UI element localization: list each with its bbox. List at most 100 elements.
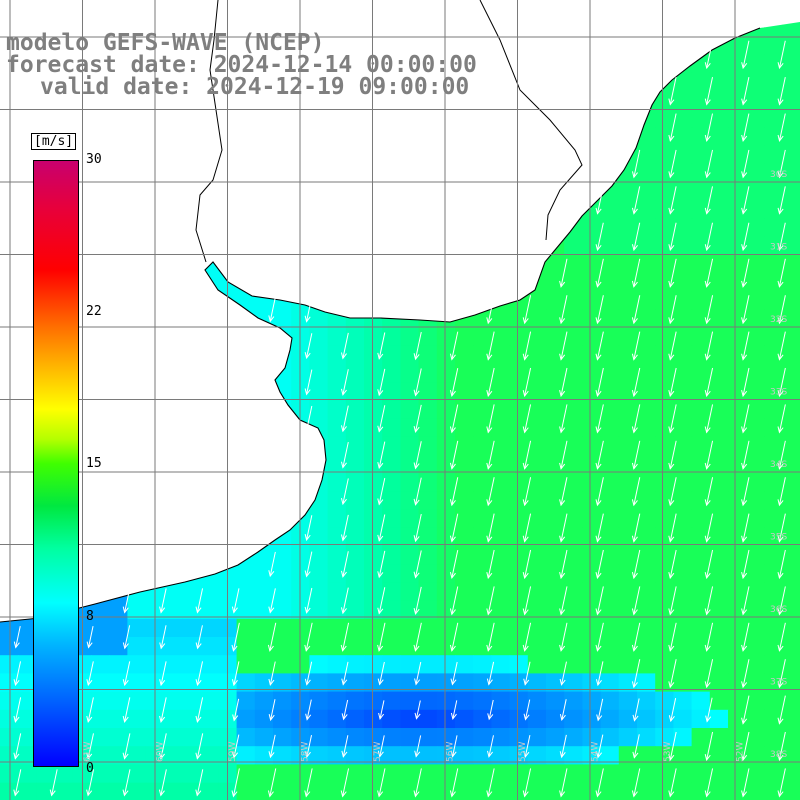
speed-cell (473, 691, 492, 711)
speed-cell (345, 455, 365, 474)
speed-cell (127, 473, 147, 492)
speed-cell (200, 546, 219, 565)
speed-cell (491, 564, 511, 583)
wind-arrow (449, 549, 459, 580)
speed-cell (236, 200, 256, 219)
speed-cell (382, 582, 401, 602)
speed-cell (364, 182, 383, 201)
wind-arrow (522, 404, 532, 434)
wind-arrow (595, 367, 604, 398)
speed-cell (509, 691, 529, 711)
speed-cell (345, 473, 365, 492)
speed-cell (764, 546, 784, 565)
speed-cell (618, 236, 638, 256)
speed-cell (527, 291, 547, 310)
speed-cell (91, 527, 110, 547)
speed-cell (291, 546, 310, 565)
speed-cell (291, 364, 310, 383)
wind-arrow (267, 768, 277, 798)
speed-cell (364, 546, 383, 565)
wind-arrow (449, 331, 459, 361)
speed-cell (655, 546, 674, 565)
speed-cell (673, 382, 693, 401)
speed-cell (455, 637, 474, 656)
speed-cell (291, 600, 310, 620)
speed-cell (728, 546, 747, 565)
speed-cell (728, 746, 747, 765)
speed-cell (673, 564, 693, 583)
speed-cell (509, 182, 529, 201)
speed-cell (564, 455, 583, 474)
speed-cell (655, 273, 674, 292)
speed-cell (327, 291, 347, 310)
speed-cell (291, 400, 310, 420)
speed-cell (18, 0, 37, 19)
speed-cell (400, 218, 420, 238)
speed-cell (364, 309, 383, 329)
speed-cell (746, 600, 765, 620)
speed-cell (309, 0, 328, 19)
colorbar (33, 160, 79, 767)
wind-arrow (413, 513, 422, 543)
speed-cell (182, 236, 201, 256)
speed-cell (473, 0, 492, 19)
speed-cell (509, 655, 529, 674)
speed-cell (673, 54, 693, 74)
speed-cell (637, 0, 656, 19)
speed-cell (746, 691, 765, 711)
speed-cell (691, 254, 711, 274)
speed-cell (236, 327, 256, 347)
speed-cell (382, 22, 401, 37)
speed-cell (655, 728, 674, 747)
speed-cell (728, 709, 747, 729)
speed-cell (327, 109, 347, 128)
speed-cell (163, 382, 183, 401)
speed-cell (382, 564, 401, 583)
speed-cell (455, 436, 474, 456)
speed-cell (691, 546, 711, 565)
speed-cell (782, 145, 800, 165)
speed-cell (291, 618, 310, 638)
speed-cell (527, 764, 547, 784)
speed-cell (709, 455, 729, 474)
speed-cell (637, 436, 656, 456)
speed-cell (254, 564, 274, 583)
speed-cell (582, 163, 602, 183)
speed-cell (291, 254, 310, 274)
wind-arrow (340, 622, 350, 652)
wind-arrow (159, 661, 167, 687)
speed-cell (728, 509, 747, 529)
speed-cell (637, 254, 656, 274)
speed-cell (637, 218, 656, 238)
speed-cell (109, 746, 128, 765)
lat-label: 38S (770, 750, 787, 760)
speed-cell (509, 254, 529, 274)
speed-cell (473, 709, 492, 729)
speed-cell (364, 345, 383, 365)
speed-cell (655, 491, 674, 511)
speed-cell (491, 236, 511, 256)
wind-arrow (340, 405, 349, 433)
speed-cell (163, 673, 183, 693)
speed-cell (691, 218, 711, 238)
speed-cell (491, 455, 511, 474)
speed-cell (436, 400, 456, 420)
speed-cell (436, 163, 456, 183)
wind-arrow (522, 295, 532, 325)
wind-arrow (13, 733, 22, 760)
speed-cell (673, 782, 693, 800)
speed-cell (709, 364, 729, 383)
speed-cell (655, 400, 674, 420)
speed-cell (254, 382, 274, 401)
speed-cell (163, 564, 183, 583)
speed-cell (418, 655, 438, 674)
speed-cell (728, 618, 747, 638)
speed-cell (782, 546, 800, 565)
speed-cell (0, 273, 19, 292)
speed-cell (473, 200, 492, 219)
speed-cell (582, 764, 602, 784)
speed-cell (546, 582, 565, 602)
wind-arrow (668, 622, 677, 652)
wind-arrow (704, 367, 714, 398)
speed-cell (236, 473, 256, 492)
